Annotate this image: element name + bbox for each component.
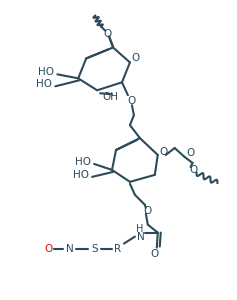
Text: OH: OH (102, 92, 118, 102)
Text: N: N (66, 244, 74, 254)
Text: O: O (151, 248, 159, 259)
Text: O: O (44, 244, 53, 254)
Text: HO: HO (75, 157, 91, 167)
Text: O: O (144, 206, 152, 216)
Text: O: O (160, 147, 168, 157)
Text: O: O (128, 96, 136, 106)
Text: S: S (92, 244, 98, 254)
Text: R: R (114, 244, 122, 254)
Text: O: O (187, 148, 195, 158)
Text: O: O (132, 53, 140, 63)
Text: O: O (103, 28, 111, 38)
Text: HO: HO (36, 79, 52, 89)
Text: N: N (137, 232, 145, 242)
Text: H: H (136, 224, 144, 234)
Text: O: O (189, 165, 198, 175)
Text: HO: HO (38, 68, 55, 77)
Text: HO: HO (73, 170, 89, 180)
